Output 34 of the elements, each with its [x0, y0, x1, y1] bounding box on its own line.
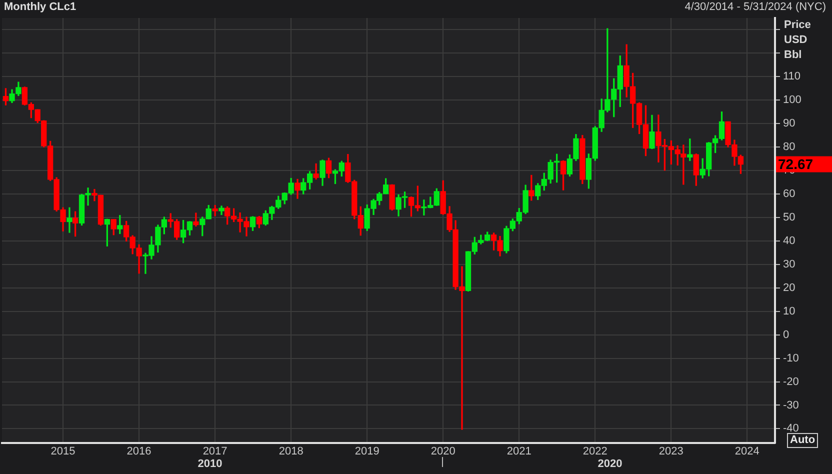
y-tick-label: 20: [783, 282, 796, 294]
y-tick-label: -30: [783, 399, 799, 412]
x-tick-label: 2024: [734, 445, 760, 458]
x-tick-label: 2023: [658, 445, 684, 458]
y-tick-label: -20: [783, 376, 799, 388]
y-tick-label: 90: [783, 118, 796, 130]
x-tick-label: 2020: [430, 445, 456, 458]
y-tick-label: -40: [783, 422, 799, 435]
y-tick-label: 100: [783, 94, 802, 106]
y-tick-label: 50: [783, 212, 796, 224]
x-tick-label: 2016: [126, 445, 152, 458]
annotation: 72.67: [778, 156, 814, 172]
y-tick-label: 10: [783, 305, 796, 318]
candlestick: [193, 212, 199, 227]
text: 2010: [196, 458, 224, 470]
y-tick-label: 80: [783, 141, 796, 154]
x-tick-label: 2022: [582, 445, 608, 458]
x-tick-label: 2021: [506, 445, 532, 458]
x-tick-label: 2015: [50, 445, 76, 458]
candlestick: [66, 207, 72, 233]
chart-subtitle: 4/30/2014 - 5/31/2024 (NYC): [684, 1, 826, 13]
y-axis-title: Price USD Bbl: [784, 18, 812, 63]
x-tick-label: 2017: [202, 445, 228, 458]
x-tick-label: 2019: [354, 445, 380, 458]
x-tick-label: 2018: [278, 445, 304, 458]
text: 2020: [596, 458, 624, 470]
y-tick-label: 40: [783, 234, 796, 247]
y-tick-label: 60: [783, 188, 796, 200]
y-tick-label: -10: [783, 352, 799, 364]
y-tick-label: 0: [783, 328, 790, 341]
auto-button: Auto: [787, 433, 818, 448]
y-tick-label: 110: [783, 70, 801, 83]
y-tick-label: 30: [783, 258, 796, 270]
chart-title: Monthly CLc1: [4, 1, 76, 13]
